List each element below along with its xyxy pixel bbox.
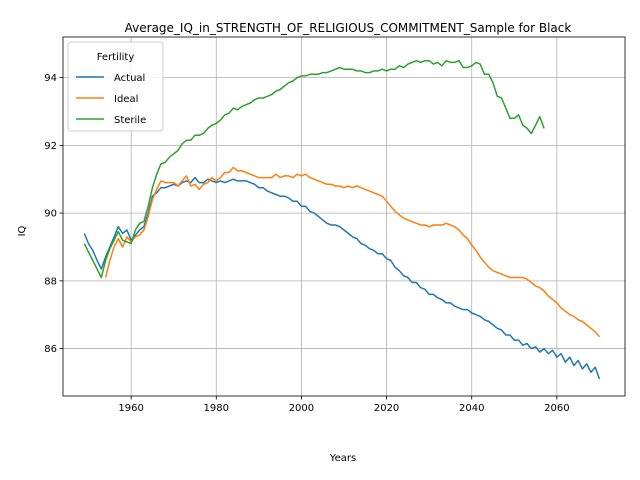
y-axis-label: IQ <box>17 225 28 236</box>
x-axis-label: Years <box>329 453 356 464</box>
x-tick-label: 2000 <box>289 403 314 414</box>
legend-title: Fertility <box>97 52 135 63</box>
y-tick-label: 88 <box>44 276 57 287</box>
x-tick-label: 2020 <box>374 403 399 414</box>
y-tick-label: 86 <box>44 344 57 355</box>
series-line-ideal <box>104 166 601 338</box>
chart-title: Average_IQ_in_STRENGTH_OF_RELIGIOUS_COMM… <box>125 21 572 35</box>
ticks: 1960 1980 2000 2020 2040 2060 86 88 90 92 94 <box>44 73 569 414</box>
x-tick-label: 1980 <box>204 403 229 414</box>
legend-label-ideal: Ideal <box>114 94 138 105</box>
x-tick-label: 1960 <box>118 403 143 414</box>
plot-lines <box>83 59 601 380</box>
series-line-actual <box>83 176 601 380</box>
plot-frame <box>62 36 626 397</box>
legend: Fertility Actual Ideal Sterile <box>67 41 164 132</box>
legend-frame <box>67 41 164 132</box>
x-tick-label: 2040 <box>459 403 484 414</box>
x-tick-label: 2060 <box>544 403 569 414</box>
y-tick-label: 94 <box>44 73 57 84</box>
legend-label-sterile: Sterile <box>114 115 146 126</box>
y-tick-label: 92 <box>44 141 57 152</box>
y-tick-label: 90 <box>44 209 57 220</box>
legend-label-actual: Actual <box>114 73 145 84</box>
series-line-sterile <box>83 59 545 279</box>
